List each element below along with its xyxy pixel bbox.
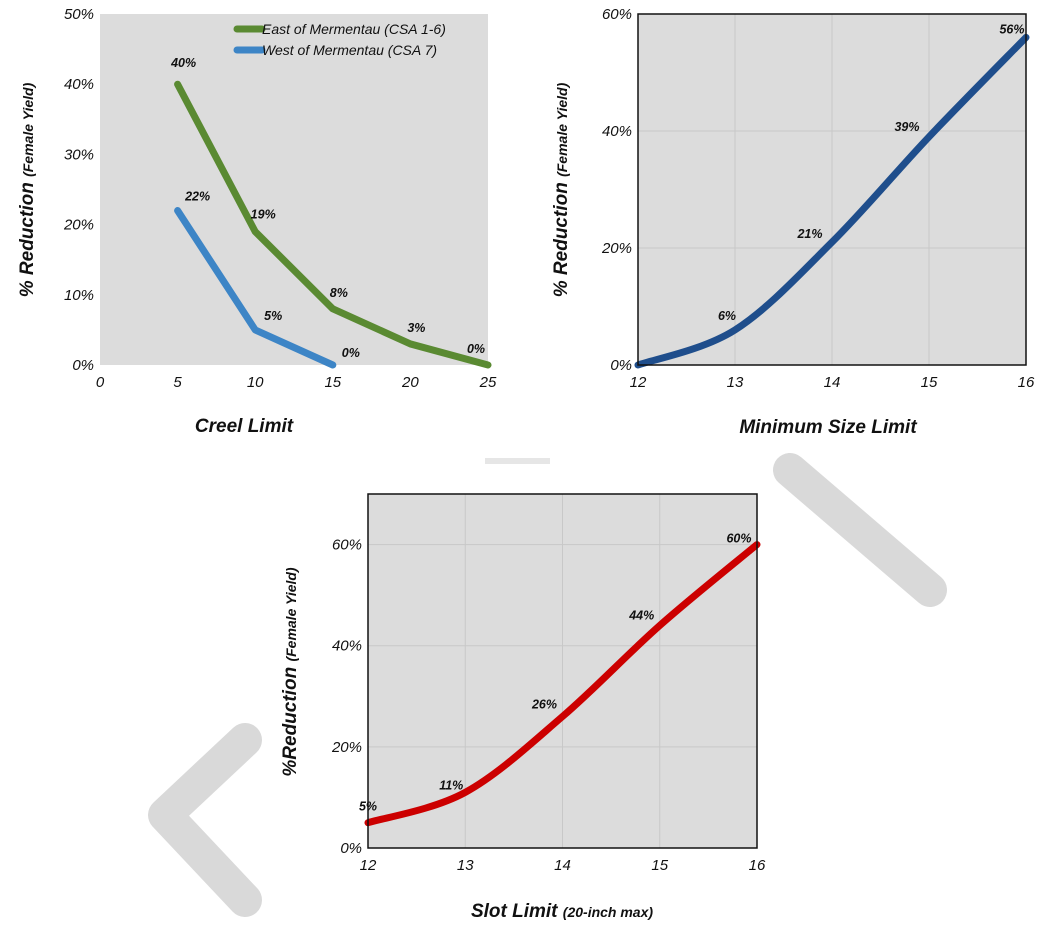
x-tick-label: 20 <box>401 374 419 391</box>
y-tick-label: 20% <box>63 217 94 234</box>
x-tick-label: 14 <box>554 857 571 874</box>
data-label: 5% <box>264 309 282 323</box>
y-tick-label: 0% <box>72 357 94 374</box>
y-tick-label: 20% <box>331 739 362 756</box>
series-line-1 <box>174 80 492 369</box>
x-tick-label: 13 <box>727 374 744 391</box>
x-tick-label: 10 <box>247 374 264 391</box>
y-axis-title-sub: (Female Yield) <box>283 567 299 661</box>
watermark-stroke-lower <box>148 723 262 917</box>
y-axis-title-main: % Reduction <box>17 182 38 297</box>
x-ticks: 12 13 14 15 16 <box>630 374 1035 391</box>
data-label: 44% <box>628 608 654 622</box>
data-label: 19% <box>251 208 276 222</box>
x-tick-label: 25 <box>479 374 497 391</box>
series-line-2 <box>174 207 337 369</box>
y-tick-label: 0% <box>340 840 362 857</box>
plot-border <box>637 13 1027 366</box>
x-ticks: 12 13 14 15 16 <box>360 857 766 874</box>
y-axis-title: % Reduction (Female Yield) <box>551 82 572 297</box>
y-ticks: 0% 20% 40% 60% <box>601 6 632 374</box>
data-label: 56% <box>999 22 1024 36</box>
data-label: 0% <box>342 346 360 360</box>
y-tick-label: 30% <box>64 146 94 163</box>
series <box>174 80 492 369</box>
watermark <box>148 453 947 917</box>
data-label: 39% <box>894 120 919 134</box>
y-axis-title-main: % Reduction <box>551 182 572 297</box>
legend-label-east: East of Mermentau (CSA 1-6) <box>262 21 446 37</box>
x-tick-label: 15 <box>324 374 341 391</box>
x-tick-label: 5 <box>173 374 182 391</box>
x-axis-title: Slot Limit (20-inch max) <box>471 901 653 922</box>
x-axis-title-sub: (20-inch max) <box>563 904 654 920</box>
x-tick-label: 13 <box>457 857 474 874</box>
x-tick-label: 14 <box>824 374 841 391</box>
x-ticks: 0 5 10 15 20 25 <box>96 374 497 391</box>
data-label: 3% <box>407 321 425 335</box>
minimum-size-limit-chart: 0% 20% 40% 60% 12 13 14 15 16 6% 21% 39% 56% Minim… <box>551 6 1035 438</box>
x-tick-label: 12 <box>360 857 377 874</box>
data-labels: 6% 21% 39% 56% <box>718 22 1025 323</box>
watermark-stroke-upper <box>773 453 947 607</box>
x-tick-label: 15 <box>651 857 668 874</box>
x-axis-title-main: Slot Limit <box>471 901 558 922</box>
data-label: 40% <box>170 56 196 70</box>
y-tick-label: 10% <box>64 287 94 304</box>
data-label: 22% <box>184 190 210 204</box>
slot-limit-chart: 0%20%40%60% 12 13 14 15 16 5%11%26%44%60% Sl… <box>280 493 766 922</box>
plot-area <box>100 14 488 365</box>
series <box>364 541 761 827</box>
series-line-1 <box>364 541 761 827</box>
y-axis-title-main: %Reduction <box>280 667 301 777</box>
x-axis-title: Creel Limit <box>195 416 294 437</box>
y-axis-title-sub: (Female Yield) <box>554 82 570 176</box>
x-tick-label: 0 <box>96 374 105 391</box>
x-axis-title: Minimum Size Limit <box>739 417 917 438</box>
series-line-1 <box>634 33 1030 369</box>
y-tick-label: 40% <box>602 123 632 140</box>
legend: East of Mermentau (CSA 1-6) West of Merm… <box>233 21 446 58</box>
x-tick-label: 16 <box>1018 374 1035 391</box>
creel-limit-chart: 0% 10% 20% 30% 40% 50% 0 5 10 15 20 25 40% 19% 8% 3% 0… <box>17 6 497 437</box>
data-label: 6% <box>718 309 736 323</box>
y-tick-label: 40% <box>64 76 94 93</box>
legend-label-west: West of Mermentau (CSA 7) <box>262 42 437 58</box>
data-label: 8% <box>330 286 348 300</box>
x-tick-label: 16 <box>749 857 766 874</box>
data-label: 0% <box>467 342 485 356</box>
y-tick-label: 0% <box>610 357 632 374</box>
x-tick-label: 15 <box>921 374 938 391</box>
data-label: 11% <box>439 778 463 792</box>
y-axis-title: % Reduction (Female Yield) <box>17 82 38 297</box>
x-tick-label: 12 <box>630 374 647 391</box>
y-tick-label: 40% <box>332 638 362 655</box>
y-ticks: 0% 20% 40% 60% <box>331 537 362 857</box>
y-axis-title: %Reduction (Female Yield) <box>280 567 301 777</box>
y-ticks: 0% 10% 20% 30% 40% 50% <box>63 6 94 374</box>
watermark-block <box>485 458 550 464</box>
y-tick-label: 60% <box>332 537 362 554</box>
plot-border <box>367 493 758 849</box>
y-tick-label: 20% <box>601 240 632 257</box>
series <box>634 33 1030 369</box>
y-tick-label: 50% <box>64 6 94 23</box>
y-axis-title-sub: (Female Yield) <box>20 82 36 176</box>
data-label: 21% <box>796 227 822 241</box>
data-labels: 40% 19% 8% 3% 0% 22% 5% 0% <box>170 56 485 360</box>
y-tick-label: 60% <box>602 6 632 23</box>
data-label: 26% <box>531 698 557 712</box>
data-labels: 5%11%26%44%60% <box>359 532 752 814</box>
data-label: 60% <box>726 532 751 546</box>
